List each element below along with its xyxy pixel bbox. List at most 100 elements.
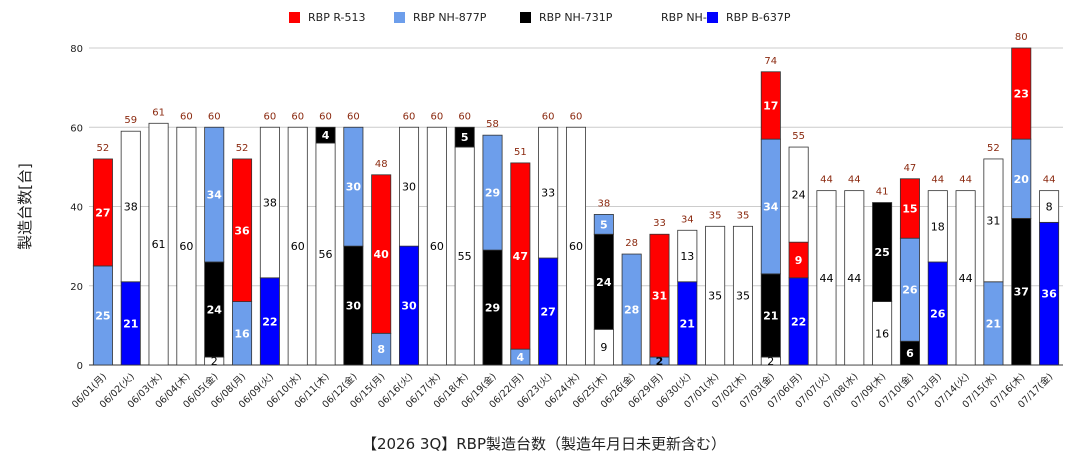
- bar-segment: [371, 174, 392, 334]
- bar-segment: [705, 225, 726, 366]
- data-label: 35: [736, 290, 750, 303]
- data-label: 18: [931, 220, 945, 233]
- data-label: 31: [986, 214, 1000, 227]
- data-label: 38: [124, 201, 138, 214]
- total-label: 60: [208, 111, 221, 122]
- data-label: 38: [263, 197, 277, 210]
- data-label: 24: [792, 189, 806, 202]
- bar-segment: [315, 126, 336, 144]
- legend-swatch: [289, 12, 300, 23]
- total-label: 52: [97, 143, 110, 154]
- total-label: 61: [152, 107, 165, 118]
- bar-segment: [259, 126, 280, 279]
- data-label: 25: [874, 246, 889, 259]
- data-label: 24: [207, 304, 223, 317]
- total-label: 41: [876, 187, 889, 198]
- data-label: 30: [401, 300, 417, 313]
- bar-segment: [955, 190, 976, 366]
- data-label: 26: [930, 307, 946, 320]
- data-label: 21: [986, 317, 1001, 330]
- bar-segment: [593, 214, 614, 235]
- data-label: 2: [211, 355, 218, 368]
- total-label: 60: [430, 111, 443, 122]
- bar-segment: [565, 126, 587, 366]
- data-label: 9: [795, 254, 803, 267]
- data-label: 55: [458, 250, 472, 263]
- bar-segment: [649, 233, 670, 358]
- bar-segment: [621, 253, 642, 366]
- data-label: 15: [902, 202, 917, 215]
- data-label: 30: [346, 181, 362, 194]
- bar-segment: [983, 158, 1004, 283]
- data-label: 22: [791, 315, 806, 328]
- total-label: 60: [180, 111, 193, 122]
- data-label: 21: [123, 317, 138, 330]
- data-label: 16: [234, 327, 250, 340]
- total-label: 52: [987, 143, 1000, 154]
- legend-label: RBP R-513: [308, 11, 365, 24]
- total-label: 35: [737, 210, 750, 221]
- bar-segment: [482, 134, 503, 251]
- bar-segment: [1011, 47, 1032, 140]
- data-label: 34: [763, 201, 779, 214]
- data-label: 24: [596, 276, 612, 289]
- data-label: 60: [430, 240, 444, 253]
- bar-segment: [454, 126, 475, 148]
- bar-segment: [176, 126, 197, 366]
- bar-segment: [92, 158, 113, 267]
- legend-label: RBP NH-877P: [413, 11, 487, 24]
- data-label: 44: [959, 272, 973, 285]
- data-label: 5: [600, 218, 608, 231]
- data-label: 28: [624, 304, 639, 317]
- y-tick-label: 60: [70, 123, 83, 134]
- data-label: 29: [485, 187, 500, 200]
- data-label: 30: [402, 181, 416, 194]
- data-label: 60: [291, 240, 305, 253]
- y-tick-label: 0: [77, 361, 83, 372]
- total-label: 52: [236, 143, 249, 154]
- bar-segment: [732, 225, 753, 366]
- data-label: 8: [1046, 201, 1053, 214]
- total-label: 28: [625, 238, 638, 249]
- data-label: 44: [819, 272, 833, 285]
- data-label: 30: [346, 300, 362, 313]
- y-tick-label: 20: [70, 282, 83, 293]
- total-label: 80: [1015, 32, 1028, 43]
- legend-swatch: [520, 12, 531, 23]
- data-label: 29: [485, 302, 500, 315]
- data-label: 35: [708, 290, 722, 303]
- data-label: 25: [95, 309, 110, 322]
- data-label: 22: [262, 315, 277, 328]
- y-tick-label: 40: [70, 203, 83, 214]
- data-label: 21: [763, 309, 778, 322]
- total-label: 60: [570, 111, 583, 122]
- total-label: 33: [653, 218, 666, 229]
- data-label: 56: [319, 248, 333, 261]
- data-label: 61: [152, 238, 166, 251]
- data-label: 36: [1041, 288, 1057, 301]
- total-label: 44: [959, 175, 972, 186]
- data-label: 4: [517, 351, 525, 364]
- legend-label: RBP NH-731P: [539, 11, 613, 24]
- legend-swatch: [394, 12, 405, 23]
- data-label: 2: [767, 355, 774, 368]
- bar-segment: [872, 202, 893, 303]
- bar-segment: [287, 126, 308, 366]
- total-label: 48: [375, 159, 388, 170]
- data-label: 5: [461, 131, 469, 144]
- bar-segment: [927, 190, 948, 263]
- data-label: 6: [906, 347, 914, 360]
- y-axis-title: 製造台数[台]: [16, 163, 34, 250]
- data-label: 60: [569, 240, 583, 253]
- data-label: 23: [1014, 88, 1029, 101]
- legend-swatch: [707, 12, 718, 23]
- data-label: 4: [322, 129, 330, 142]
- total-label: 60: [403, 111, 416, 122]
- total-label: 34: [681, 214, 694, 225]
- bar-segment: [788, 146, 809, 243]
- data-label: 36: [234, 224, 250, 237]
- data-label: 31: [652, 290, 667, 303]
- total-label: 60: [542, 111, 555, 122]
